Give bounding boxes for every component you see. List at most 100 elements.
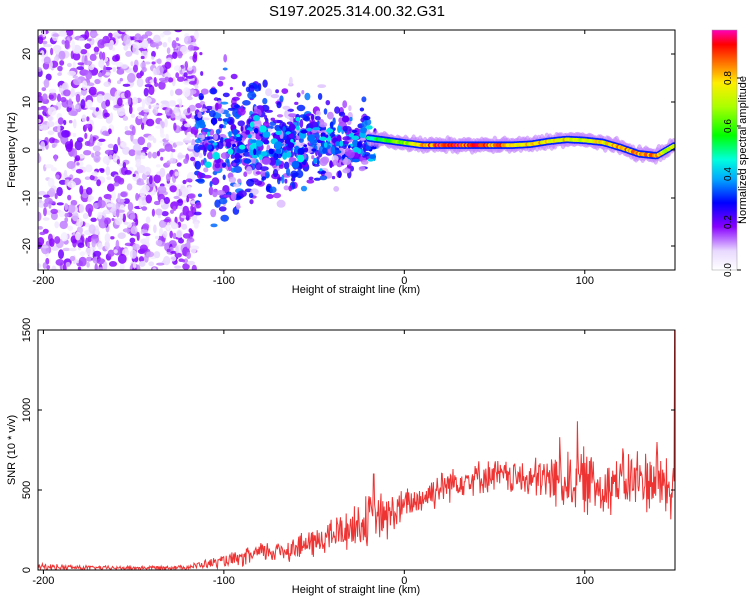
snr-y-tick-label: 1000 [21, 398, 33, 422]
heatmap-cell [89, 53, 97, 62]
heatmap-cell [88, 64, 95, 71]
heatmap-cell [122, 213, 126, 223]
heatmap-cell [255, 140, 264, 147]
heatmap-cell [279, 95, 284, 103]
heatmap-cell [84, 132, 88, 139]
heatmap-cell [237, 107, 246, 116]
snr-x-tick-label: 0 [401, 575, 407, 587]
heatmap-cell [253, 148, 257, 156]
heatmap-cell [162, 30, 172, 36]
heatmap-cell [285, 131, 291, 135]
heatmap-cell [188, 104, 196, 112]
heatmap-cell [335, 141, 340, 147]
heatmap-cell [135, 192, 139, 201]
heatmap-cell [165, 173, 171, 182]
heatmap-cell [78, 203, 85, 214]
heatmap-cell [141, 66, 147, 73]
heatmap-cell [107, 183, 115, 192]
heatmap-cell [123, 221, 129, 225]
heatmap-cell [161, 121, 165, 129]
heatmap-cell [74, 104, 80, 110]
heatmap-cell [253, 127, 259, 134]
heatmap-cell [203, 147, 207, 157]
heatmap-cell [103, 217, 112, 225]
heatmap-cell [135, 158, 142, 167]
heatmap-cell [317, 84, 327, 88]
heatmap-cell [228, 176, 237, 183]
heatmap-cell [159, 33, 165, 38]
heatmap-cell [93, 250, 102, 257]
heatmap-cell [152, 106, 159, 116]
heatmap-cell [123, 198, 130, 205]
heatmap-cell [109, 112, 114, 122]
heatmap-cell [211, 177, 220, 186]
heatmap-cell [230, 191, 237, 201]
heatmap-cell [246, 178, 255, 187]
heatmap-cell [38, 237, 45, 246]
heatmap-cell [158, 148, 166, 153]
heatmap-cell [151, 208, 155, 217]
heatmap-cell [161, 80, 169, 83]
heatmap-cell [264, 171, 270, 179]
heatmap-cell [215, 129, 221, 135]
heatmap-cell [220, 137, 224, 143]
heatmap-cell [38, 119, 42, 123]
heatmap-cell [143, 113, 148, 118]
heatmap-cell [71, 211, 79, 222]
heatmap-cell [140, 55, 145, 60]
heatmap-cell [91, 240, 96, 248]
heatmap-cell [117, 97, 123, 107]
heatmap-cell [169, 185, 177, 193]
heatmap-cell [103, 261, 108, 270]
heatmap-cell [170, 209, 174, 214]
heatmap-cell [177, 198, 184, 206]
heatmap-cell [85, 164, 93, 173]
heatmap-cell [199, 52, 203, 56]
heatmap-cell [172, 51, 178, 59]
heatmap-cell [186, 131, 191, 140]
heatmap-cell [89, 107, 97, 111]
heatmap-cell [198, 152, 203, 159]
heatmap-cell [129, 105, 133, 114]
heatmap-cell [143, 166, 152, 176]
heatmap-cell [258, 154, 263, 160]
heatmap-cell [313, 157, 317, 164]
heatmap-cell [112, 55, 120, 62]
heatmap-cell [177, 98, 182, 104]
heatmap-cell [163, 196, 170, 205]
snr-y-tick-label: 0 [21, 567, 33, 573]
heatmap-cell [200, 71, 204, 76]
spectrogram-heatmap [38, 30, 675, 270]
heatmap-cell [270, 94, 280, 99]
heatmap-cell [260, 151, 268, 157]
heatmap-cell [212, 152, 220, 160]
heatmap-cell [58, 85, 63, 94]
heatmap-cell [98, 138, 106, 142]
heatmap-cell [232, 143, 236, 148]
heatmap-cell [165, 133, 169, 141]
heatmap-cell [288, 113, 297, 118]
heatmap-cell [183, 72, 188, 78]
heatmap-cell [120, 141, 127, 148]
heatmap-cell [73, 118, 77, 129]
heatmap-cell [153, 34, 161, 43]
heatmap-cell [311, 155, 315, 160]
heatmap-cell [73, 78, 82, 86]
heatmap-cell [212, 142, 218, 146]
heatmap-cell [57, 117, 64, 125]
heatmap-cell [152, 137, 157, 144]
heatmap-cell [106, 176, 112, 181]
heatmap-cell [123, 34, 131, 45]
heatmap-cell [97, 242, 103, 250]
heatmap-cell [183, 158, 189, 164]
heatmap-cell [287, 142, 295, 149]
heatmap-cell [49, 238, 55, 247]
heatmap-cell [144, 97, 152, 104]
spectrogram-y-axis-label: Frequency (Hz) [6, 112, 18, 188]
heatmap-cell [263, 139, 269, 145]
heatmap-cell [153, 174, 161, 184]
snr-series-line [38, 330, 675, 570]
heatmap-cell [160, 133, 165, 138]
heatmap-cell [316, 159, 320, 165]
